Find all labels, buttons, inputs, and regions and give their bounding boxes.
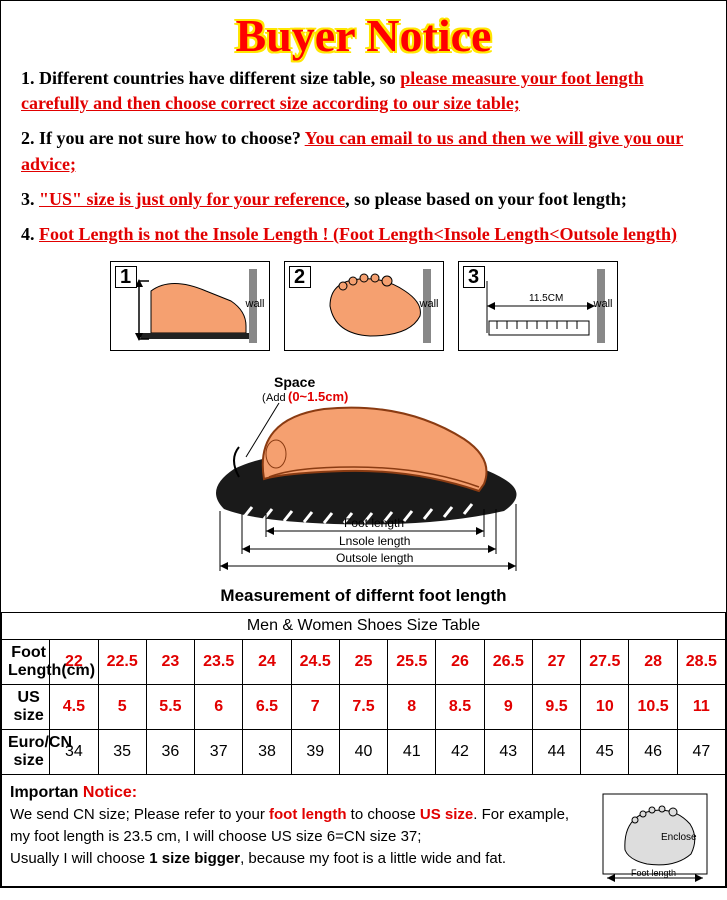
notice-2: 2. If you are not sure how to choose? Yo… [21,126,706,176]
size-cell: 38 [243,730,291,775]
size-cell: 5 [98,685,146,730]
size-cell: 25 [339,640,387,685]
size-cell: 6.5 [243,685,291,730]
size-cell: 7.5 [339,685,387,730]
table-row: US size4.555.566.577.588.599.51010.511 [2,685,726,730]
size-cell: 43 [484,730,532,775]
size-cell: 22.5 [98,640,146,685]
size-cell: 4.5 [50,685,98,730]
table-row: Foot Length(cm)2222.52323.52424.52525.52… [2,640,726,685]
size-cell: 24 [243,640,291,685]
svg-text:Enclose: Enclose [661,832,697,843]
size-cell: 44 [532,730,580,775]
size-cell: 23 [146,640,194,685]
wall-label: wall [420,298,439,310]
size-cell: 7 [291,685,339,730]
shoe-measurement-icon: Space ( Add (0~1.5cm) Foot length Lnsole… [184,359,544,579]
important-notice: Importan Notice: We send CN size; Please… [1,775,726,886]
size-cell: 45 [581,730,629,775]
wall-label: wall [594,298,613,310]
wall-label: wall [246,298,265,310]
diagram-1: 1 wall [110,261,270,351]
size-cell: 41 [388,730,436,775]
small-diagrams: 1 wall 2 wall [1,261,726,357]
size-cell: 47 [677,730,725,775]
size-cell: 35 [98,730,146,775]
size-cell: 27 [532,640,580,685]
notice-4: 4. Foot Length is not the Insole Length … [21,222,706,247]
size-cell: 36 [146,730,194,775]
size-cell: 8.5 [436,685,484,730]
table-title: Men & Women Shoes Size Table [2,613,726,640]
enclose-foot-icon: Enclose Foot length [595,790,715,882]
size-cell: 11 [677,685,725,730]
diag3-len-text: 11.5CM [529,293,563,304]
notice-list: 1. Different countries have different si… [1,66,726,261]
size-table: Men & Women Shoes Size Table Foot Length… [1,612,726,775]
size-cell: 39 [291,730,339,775]
diagram-2: 2 wall [284,261,444,351]
svg-text:Foot length: Foot length [344,516,404,530]
svg-text:Space: Space [274,374,315,390]
notice-1: 1. Different countries have different si… [21,66,706,116]
size-cell: 6 [195,685,243,730]
size-cell: 27.5 [581,640,629,685]
row-header: Euro/CN size [2,730,50,775]
big-diagram: Space ( Add (0~1.5cm) Foot length Lnsole… [1,357,726,584]
size-cell: 37 [195,730,243,775]
size-cell: 5.5 [146,685,194,730]
main-title: Buyer Notice [1,1,726,66]
size-cell: 9.5 [532,685,580,730]
row-header: US size [2,685,50,730]
size-cell: 10.5 [629,685,677,730]
diagram-3: 3 11.5CM wall [458,261,618,351]
svg-text:Lnsole length: Lnsole length [339,534,410,548]
size-cell: 25.5 [388,640,436,685]
size-cell: 8 [388,685,436,730]
size-cell: 26.5 [484,640,532,685]
svg-text:(0~1.5cm): (0~1.5cm) [288,389,348,404]
notice-3: 3. "US" size is just only for your refer… [21,187,706,212]
size-cell: 23.5 [195,640,243,685]
svg-text:Foot length: Foot length [631,868,676,878]
size-cell: 42 [436,730,484,775]
buyer-notice-card: Buyer Notice 1. Different countries have… [0,0,727,888]
size-cell: 10 [581,685,629,730]
table-row: Euro/CN size3435363738394041424344454647 [2,730,726,775]
size-cell: 40 [339,730,387,775]
size-cell: 26 [436,640,484,685]
svg-text:Outsole length: Outsole length [336,551,413,565]
row-header: Foot Length(cm) [2,640,50,685]
measurement-caption: Measurement of differnt foot length [1,584,726,612]
svg-text:Add: Add [266,392,286,404]
size-cell: 24.5 [291,640,339,685]
size-cell: 28.5 [677,640,725,685]
size-cell: 9 [484,685,532,730]
size-cell: 28 [629,640,677,685]
size-cell: 46 [629,730,677,775]
